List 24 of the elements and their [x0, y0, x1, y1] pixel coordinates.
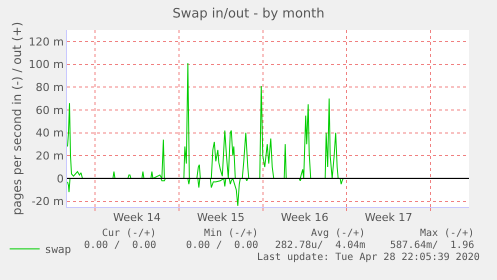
y-tick-label: 80 m: [36, 80, 64, 94]
text: 0.00 / 0.00: [84, 240, 156, 251]
text: Avg (-/+): [311, 228, 366, 239]
y-tick-label: 0: [56, 172, 64, 186]
text: 0.00 / 0.00: [186, 240, 258, 251]
text: Max (-/+): [420, 228, 474, 239]
y-axis-title: pages per second in (-) / out (+): [10, 22, 24, 216]
chart-title: Swap in/out - by month: [172, 6, 324, 22]
x-tick-label: Week 16: [280, 211, 329, 224]
legend-label: swap: [44, 243, 72, 256]
y-tick-label: 60 m: [36, 104, 64, 117]
text: 282.78u/ 4.04m: [275, 240, 366, 251]
text: Last update: Tue Apr 28 22:05:39 2020: [257, 252, 480, 263]
y-tick-label: 120 m: [28, 35, 64, 48]
text: Min (-/+): [204, 228, 258, 239]
x-tick-label: Week 17: [364, 211, 412, 224]
x-tick-label: Week 15: [196, 211, 245, 224]
x-tick-label: Week 14: [113, 211, 161, 224]
y-tick-label: 40 m: [36, 126, 64, 140]
y-tick-label: -20 m: [32, 195, 64, 208]
text: 587.64m/ 1.96: [390, 240, 474, 251]
text: Cur (-/+): [102, 228, 156, 239]
y-tick-label: 100 m: [28, 58, 64, 72]
y-tick-label: 20 m: [36, 149, 64, 162]
